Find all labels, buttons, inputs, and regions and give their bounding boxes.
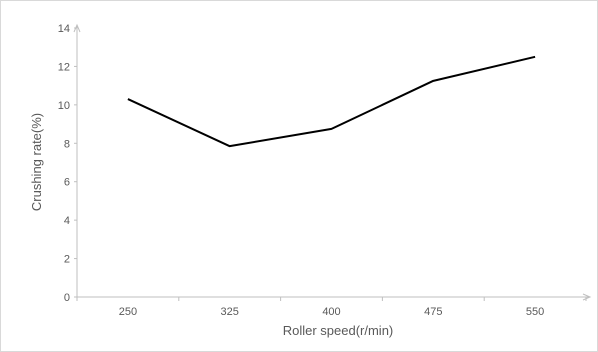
y-tick-label: 14 xyxy=(58,23,70,35)
y-tick-label: 12 xyxy=(58,61,70,73)
axes xyxy=(73,23,592,301)
y-tick-label: 6 xyxy=(64,177,70,189)
y-tick-label: 8 xyxy=(64,138,70,150)
x-tick-label: 250 xyxy=(119,306,137,318)
x-axis-arrow xyxy=(582,293,592,301)
y-tick-label: 2 xyxy=(64,254,70,266)
series-line xyxy=(127,55,536,148)
x-tick-label: 400 xyxy=(322,306,340,318)
x-tick-label: 475 xyxy=(424,306,442,318)
tick-labels: 0 2 4 6 8 10 12 14 250 325 400 475 550 xyxy=(58,23,545,318)
y-tick-label: 10 xyxy=(58,100,70,112)
y-axis-title: Crushing rate(%) xyxy=(29,113,44,211)
data-series xyxy=(127,55,536,148)
x-tick-label: 550 xyxy=(526,306,544,318)
y-tick-label: 4 xyxy=(64,215,70,227)
x-tick-label: 325 xyxy=(221,306,239,318)
x-axis-title: Roller speed(r/min) xyxy=(283,323,394,338)
y-axis-arrow xyxy=(73,23,81,33)
y-tick-label: 0 xyxy=(64,292,70,304)
